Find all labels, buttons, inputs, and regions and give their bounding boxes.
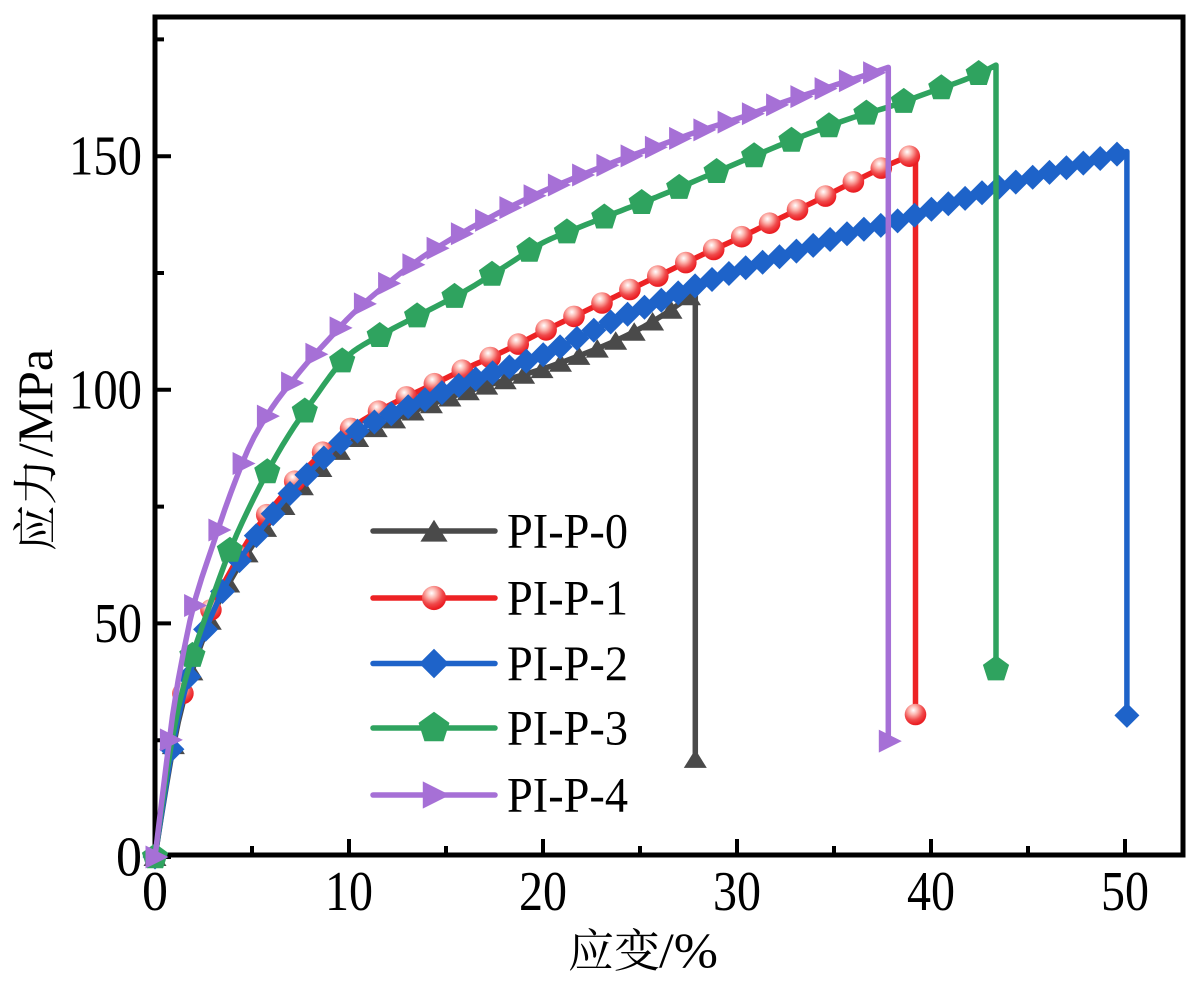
svg-text:50: 50: [94, 593, 142, 655]
svg-text:20: 20: [519, 861, 567, 923]
svg-text:100: 100: [69, 359, 142, 421]
svg-text:50: 50: [1101, 861, 1149, 923]
svg-text:/%: /%: [659, 922, 718, 978]
svg-text:30: 30: [713, 861, 761, 923]
svg-text:40: 40: [907, 861, 955, 923]
svg-text:150: 150: [69, 126, 142, 188]
svg-text:PI-P-4: PI-P-4: [507, 767, 628, 823]
svg-text:PI-P-1: PI-P-1: [507, 570, 628, 626]
svg-text:PI-P-3: PI-P-3: [507, 700, 628, 756]
svg-text:PI-P-2: PI-P-2: [507, 635, 628, 691]
svg-text:0: 0: [116, 827, 142, 889]
svg-text:PI-P-0: PI-P-0: [507, 503, 628, 559]
svg-text:/MPa: /MPa: [7, 349, 63, 457]
svg-text:10: 10: [325, 861, 373, 923]
svg-text:0: 0: [142, 861, 168, 923]
